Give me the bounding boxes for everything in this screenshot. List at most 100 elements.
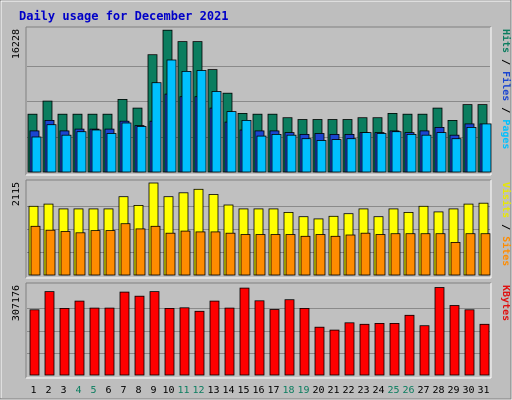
kbytes-bar-day-4 <box>74 300 85 376</box>
pages-bar-day-1 <box>31 136 42 173</box>
sites-bar-day-29 <box>450 241 461 276</box>
kbytes-bar-day-31 <box>479 323 490 376</box>
x-tick-label: 19 <box>297 385 309 396</box>
sites-bar-day-2 <box>45 229 56 276</box>
kbytes-bar-day-14 <box>224 307 235 376</box>
series-label: / <box>500 218 511 236</box>
sites-bar-day-16 <box>255 234 266 276</box>
scale-max-label: 307176 <box>11 285 22 321</box>
pages-bar-day-22 <box>346 138 357 173</box>
kbytes-bar-day-10 <box>164 307 175 376</box>
sites-bar-day-12 <box>195 231 206 276</box>
pages-bar-day-24 <box>376 133 387 173</box>
kbytes-bar-day-30 <box>464 309 475 376</box>
x-tick-label: 10 <box>162 385 174 396</box>
x-tick-label: 13 <box>207 385 219 396</box>
x-tick-label: 23 <box>357 385 369 396</box>
sites-bar-day-17 <box>270 234 281 276</box>
x-tick-label: 21 <box>327 385 339 396</box>
x-tick-label: 12 <box>192 385 204 396</box>
sites-bar-day-14 <box>225 232 236 276</box>
pages-bar-day-6 <box>106 133 117 173</box>
sites-bar-day-10 <box>165 232 176 276</box>
x-tick-label: 2 <box>45 385 51 396</box>
pages-bar-day-9 <box>151 82 162 173</box>
kbytes-bar-day-6 <box>104 307 115 376</box>
kbytes-bar-day-22 <box>344 322 355 376</box>
sites-bar-day-15 <box>240 234 251 276</box>
pages-bar-day-20 <box>316 140 327 173</box>
x-tick-label: 17 <box>267 385 279 396</box>
series-kbytes <box>29 287 490 376</box>
series-label: Pages <box>500 119 511 149</box>
pages-bar-day-18 <box>286 134 297 173</box>
x-tick-label: 31 <box>477 385 489 396</box>
pages-bar-day-27 <box>421 134 432 173</box>
x-tick-label: 18 <box>282 385 294 396</box>
series-labels: Visits / Sites <box>500 182 512 266</box>
x-tick-label: 9 <box>150 385 156 396</box>
series-labels: KBytes <box>500 285 511 321</box>
x-tick-label: 8 <box>135 385 141 396</box>
kbytes-bar-day-29 <box>449 305 460 376</box>
x-tick-label: 3 <box>60 385 66 396</box>
x-tick-label: 5 <box>90 385 96 396</box>
x-tick-label: 25 <box>387 385 399 396</box>
kbytes-bar-day-24 <box>374 322 385 376</box>
x-tick-label: 27 <box>417 385 429 396</box>
pages-bar-day-31 <box>481 123 492 173</box>
sites-bar-day-13 <box>210 231 221 276</box>
kbytes-bar-day-12 <box>194 310 205 376</box>
pages-bar-day-19 <box>301 138 312 173</box>
pages-bar-day-5 <box>91 129 102 173</box>
series-label: Visits <box>500 182 512 218</box>
series-label: Hits <box>500 29 512 53</box>
sites-bar-day-24 <box>375 234 386 276</box>
pages-bar-day-29 <box>451 138 462 173</box>
sites-bar-day-8 <box>135 228 146 276</box>
pages-bar-day-13 <box>211 91 222 173</box>
kbytes-bar-day-19 <box>299 307 310 376</box>
x-tick-label: 7 <box>120 385 126 396</box>
pages-bar-day-2 <box>46 124 57 173</box>
sites-bar-day-3 <box>60 231 71 276</box>
series-pages <box>31 59 492 173</box>
kbytes-bar-day-9 <box>149 291 160 376</box>
kbytes-bar-day-28 <box>434 287 445 376</box>
chart-title: Daily usage for December 2021 <box>19 9 229 23</box>
sites-bar-day-23 <box>360 232 371 276</box>
kbytes-bar-day-8 <box>134 295 145 376</box>
sites-bar-day-19 <box>300 235 311 276</box>
kbytes-bar-day-20 <box>314 326 325 376</box>
sites-bar-day-6 <box>105 230 116 276</box>
series-label: KBytes <box>500 285 511 321</box>
series-label: Sites <box>500 236 512 266</box>
pages-bar-day-30 <box>466 127 477 173</box>
x-tick-label: 4 <box>75 385 81 396</box>
pages-bar-day-23 <box>361 132 372 173</box>
pages-bar-day-16 <box>256 135 267 173</box>
pages-bar-day-14 <box>226 111 237 173</box>
scale-max-label: 2115 <box>11 182 22 206</box>
kbytes-bar-day-1 <box>29 309 40 376</box>
pages-bar-day-25 <box>391 131 402 173</box>
x-tick-label: 24 <box>372 385 384 396</box>
sites-bar-day-27 <box>420 233 431 276</box>
sites-bar-day-28 <box>435 233 446 276</box>
pages-bar-day-26 <box>406 133 417 173</box>
x-tick-label: 28 <box>432 385 444 396</box>
kbytes-bar-day-13 <box>209 300 220 376</box>
kbytes-bar-day-11 <box>179 307 190 376</box>
x-axis-labels: 1 2 3 4 5 6 7 8 9 10 11 12 13 14 15 16 17 18 19 20 21 22 23 24 2… <box>30 385 489 396</box>
pages-bar-day-4 <box>76 131 87 173</box>
kbytes-bar-day-23 <box>359 323 370 376</box>
panel-kbytes: 307176 KBytes <box>11 282 511 379</box>
kbytes-bar-day-7 <box>119 291 130 376</box>
x-tick-label: 16 <box>252 385 264 396</box>
kbytes-bar-day-5 <box>89 307 100 376</box>
sites-bar-day-30 <box>465 233 476 276</box>
sites-bar-day-22 <box>345 234 356 276</box>
sites-bar-day-1 <box>30 225 41 276</box>
sites-bar-day-7 <box>120 223 131 276</box>
kbytes-bar-day-21 <box>329 329 340 376</box>
